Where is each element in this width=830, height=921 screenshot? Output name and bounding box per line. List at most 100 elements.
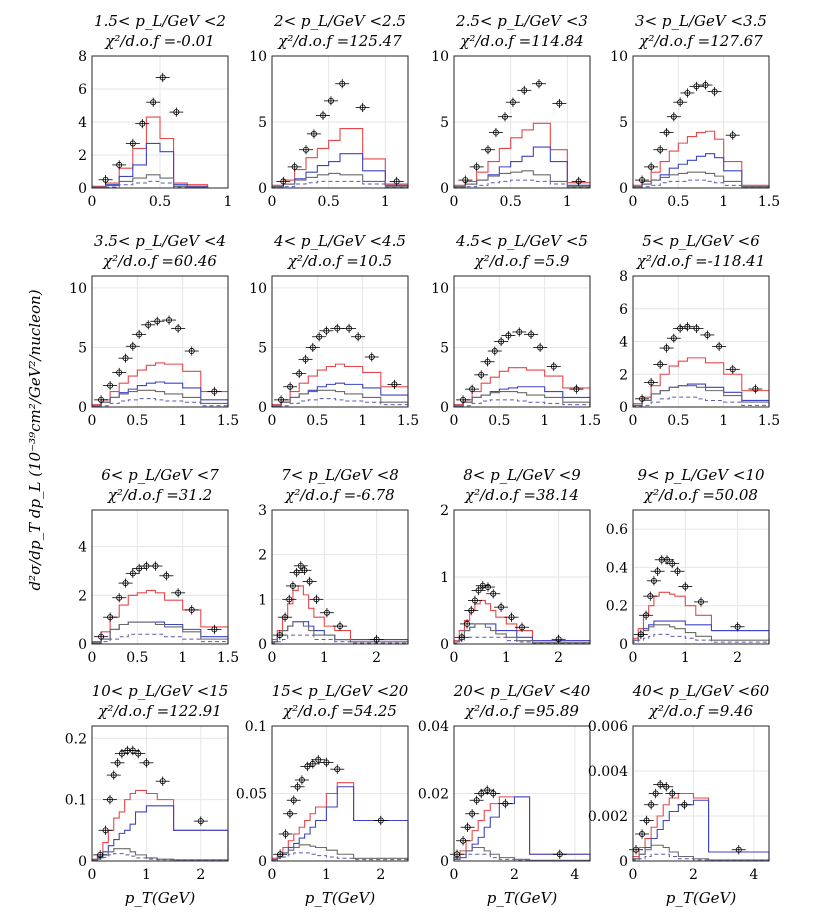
data-point — [480, 785, 495, 795]
plot-frame — [271, 509, 409, 645]
y-tick-label: 5 — [78, 340, 87, 356]
panel-title: 3.5< p_L/GeV <4 — [94, 232, 226, 250]
data-point — [193, 816, 208, 826]
data-point — [319, 757, 334, 768]
histogram-total — [632, 357, 770, 407]
x-tick-label: 2 — [733, 650, 742, 666]
x-axis-label: p_T(GeV) — [666, 889, 737, 907]
data-point — [665, 788, 680, 799]
data-point — [355, 102, 370, 113]
data-point — [287, 162, 302, 172]
panel-chi2: χ²/d.o.f =54.25 — [282, 702, 397, 720]
panel-title: 9< p_L/GeV <10 — [637, 466, 765, 484]
x-tick-label: 1 — [224, 194, 233, 210]
y-tick-label: 4 — [619, 335, 628, 351]
data-point — [480, 357, 495, 367]
data-point — [678, 581, 693, 592]
y-tick-label: 0.1 — [65, 793, 87, 809]
data-point — [474, 788, 489, 799]
histogram-dash — [91, 398, 229, 407]
data-point — [488, 127, 503, 138]
panel-chi2: χ²/d.o.f =114.84 — [459, 32, 583, 50]
data-point — [298, 354, 313, 364]
histogram-blue — [271, 153, 409, 188]
x-tick-label: 0 — [450, 650, 459, 666]
panel-title: 8< p_L/GeV <9 — [463, 466, 581, 484]
data-point — [319, 608, 334, 618]
data-point — [494, 336, 509, 347]
data-point — [524, 329, 539, 339]
data-point — [98, 175, 113, 185]
data-point — [474, 370, 489, 380]
y-tick-label: 2 — [78, 588, 87, 604]
plot-frame — [91, 509, 229, 645]
y-tick-label: 0 — [619, 181, 628, 197]
panel-chi2: χ²/d.o.f =60.46 — [102, 252, 217, 270]
y-tick-label: 10 — [431, 49, 449, 65]
histogram-dash — [91, 180, 209, 189]
panel-7: 0 0.5 1 1.5 0 5 10 4.5< p_L/GeV <5 χ²/d.o.f =5.9 — [431, 232, 601, 429]
data-point — [532, 79, 546, 89]
panel-chi2: χ²/d.o.f =-6.78 — [284, 486, 394, 504]
y-tick-label: 1 — [258, 592, 267, 608]
y-tick-label: 0.004 — [588, 764, 628, 780]
x-tick-label: 1 — [540, 413, 549, 429]
data-point — [481, 582, 495, 592]
x-tick-label: 1 — [178, 650, 187, 666]
data-point — [498, 112, 512, 122]
data-point — [305, 759, 320, 769]
data-point — [278, 829, 293, 839]
data-point — [369, 634, 384, 645]
panel-13: 0 1 2 0 0.1 0.2 10< p_L/GeV <15 χ²/d.o.f =122.9… — [65, 682, 229, 907]
y-tick-label: 0.1 — [245, 719, 267, 735]
x-tick-label: 1 — [563, 194, 572, 210]
x-tick-label: 0 — [450, 867, 459, 883]
data-point — [94, 632, 109, 642]
y-tick-label: 0.05 — [236, 787, 267, 803]
histogram-blue — [632, 153, 770, 188]
histogram-blue — [91, 621, 229, 644]
x-tick-label: 1 — [502, 650, 511, 666]
y-tick-label: 10 — [249, 49, 267, 65]
data-point — [552, 849, 567, 859]
x-tick-label: 1 — [681, 650, 690, 666]
plot-frame — [632, 55, 770, 189]
y-tick-label: 0.4 — [606, 560, 628, 576]
data-point — [309, 594, 324, 605]
y-tick-label: 0 — [440, 854, 449, 870]
x-tick-label: 0.5 — [667, 413, 689, 429]
histogram-gray — [91, 621, 229, 644]
y-tick-label: 6 — [619, 302, 628, 318]
x-tick-label: 4 — [570, 867, 579, 883]
data-point — [171, 323, 186, 333]
y-tick-label: 6 — [78, 82, 87, 98]
x-tick-label: 2 — [372, 650, 381, 666]
data-point — [282, 594, 297, 605]
histogram-dash — [632, 853, 770, 862]
plot-frame — [271, 55, 409, 189]
data-point — [467, 595, 482, 606]
y-tick-label: 0 — [78, 854, 87, 870]
data-point — [102, 794, 117, 805]
x-tick-label: 1 — [320, 650, 329, 666]
x-tick-label: 1.5 — [217, 650, 239, 666]
histogram-total — [453, 122, 591, 188]
data-point — [299, 145, 313, 155]
data-point — [132, 329, 147, 339]
data-point — [673, 323, 688, 333]
data-point — [389, 176, 404, 187]
x-tick-label: 0.5 — [318, 194, 340, 210]
data-point — [162, 315, 177, 325]
y-tick-label: 2 — [78, 148, 87, 164]
panel-14: 0 1 2 0 0.05 0.1 15< p_L/GeV <20 χ²/d.o.f =54.2… — [236, 682, 409, 907]
panel-title: 20< p_L/GeV <40 — [453, 682, 591, 700]
data-point — [725, 364, 740, 374]
histogram-total — [632, 792, 770, 861]
x-tick-label: 0 — [268, 650, 277, 666]
y-tick-label: 0 — [78, 400, 87, 416]
y-tick-label: 0 — [619, 400, 628, 416]
y-tick-label: 0.2 — [65, 731, 87, 747]
histogram-total — [632, 130, 770, 188]
histogram-total — [271, 782, 409, 861]
